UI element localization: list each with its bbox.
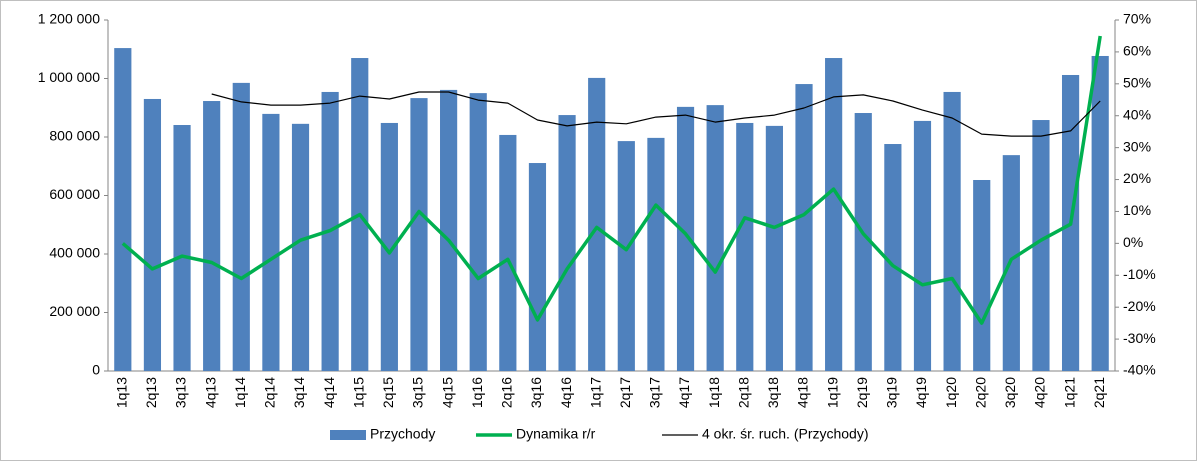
bar (943, 91, 961, 371)
y2-tick-label: 10% (1123, 202, 1151, 218)
y-tick-label: 1 000 000 (38, 69, 100, 85)
bar (676, 106, 695, 371)
x-tick-label: 3q19 (884, 377, 900, 408)
x-tick-label: 2q17 (617, 377, 633, 408)
bar (1091, 55, 1109, 371)
y-tick-label: 600 000 (49, 186, 100, 202)
x-tick-label: 1q21 (1061, 377, 1077, 408)
bar (795, 84, 813, 372)
x-tick-label: 3q13 (173, 377, 189, 408)
x-tick-label: 3q17 (647, 377, 663, 408)
bar (884, 144, 902, 371)
x-tick-label: 4q15 (439, 377, 455, 408)
bar (706, 105, 724, 372)
y2-tick-label: 40% (1123, 106, 1151, 122)
legend-label: Przychody (370, 426, 435, 442)
x-tick-label: 1q16 (469, 377, 485, 408)
x-tick-label: 1q18 (706, 377, 722, 408)
legend-swatch (330, 430, 366, 440)
bar (617, 141, 635, 371)
x-tick-label: 2q21 (1091, 377, 1107, 408)
x-tick-label: 4q17 (676, 377, 692, 408)
x-tick-label: 3q16 (528, 377, 544, 408)
bar (854, 113, 872, 371)
x-tick-label: 4q20 (1032, 377, 1048, 408)
x-tick-label: 4q13 (202, 377, 218, 408)
legend-label: 4 okr. śr. ruch. (Przychody) (702, 426, 869, 442)
x-tick-label: 1q17 (587, 377, 603, 408)
x-tick-label: 1q15 (350, 377, 366, 408)
x-tick-label: 2q14 (262, 377, 278, 408)
x-tick-label: 1q19 (824, 377, 840, 408)
bar (469, 93, 487, 371)
x-tick-label: 3q20 (1002, 377, 1018, 408)
y-tick-label: 1 200 000 (38, 11, 100, 27)
bar (173, 125, 191, 371)
y2-tick-label: 70% (1123, 11, 1151, 27)
x-tick-label: 4q18 (795, 377, 811, 408)
bar (380, 122, 398, 372)
y2-tick-label: -10% (1123, 266, 1156, 282)
y2-tick-label: 50% (1123, 75, 1151, 91)
y2-tick-label: -20% (1123, 298, 1156, 314)
x-tick-label: 3q15 (410, 377, 426, 408)
bar (973, 179, 991, 371)
bar (203, 101, 221, 372)
y2-tick-label: 0% (1123, 234, 1143, 250)
y2-tick-label: 20% (1123, 170, 1151, 186)
x-tick-label: 1q13 (114, 377, 130, 408)
x-tick-label: 2q18 (735, 377, 751, 408)
x-tick-label: 4q16 (558, 377, 574, 408)
bar (736, 122, 754, 372)
y2-tick-label: -30% (1123, 330, 1156, 346)
bar (913, 120, 932, 371)
x-tick-label: 4q19 (913, 377, 929, 408)
x-tick-label: 4q14 (321, 377, 337, 408)
x-tick-label: 1q20 (943, 377, 959, 408)
y2-tick-label: -40% (1123, 362, 1156, 378)
bar (647, 137, 665, 371)
bar (765, 125, 783, 371)
bar (262, 113, 280, 371)
y2-tick-label: 60% (1123, 43, 1151, 59)
bar (499, 134, 517, 371)
x-tick-label: 2q16 (499, 377, 515, 408)
bar (558, 115, 576, 371)
line (211, 91, 1101, 137)
bar (1032, 120, 1050, 371)
y-tick-label: 200 000 (49, 303, 100, 319)
x-tick-label: 3q18 (765, 377, 781, 408)
bar (232, 82, 250, 371)
x-tick-label: 2q20 (972, 377, 988, 408)
y-tick-label: 800 000 (49, 128, 100, 144)
bar (588, 77, 606, 371)
x-tick-label: 3q14 (291, 377, 307, 408)
y-tick-label: 0 (92, 362, 100, 378)
x-tick-label: 1q14 (232, 377, 248, 408)
legend-label: Dynamika r/r (516, 426, 596, 442)
bar (143, 98, 162, 371)
bar (291, 123, 310, 372)
x-tick-label: 2q15 (380, 377, 396, 408)
bar (440, 89, 458, 371)
y-tick-label: 400 000 (49, 245, 100, 261)
y2-tick-label: 30% (1123, 138, 1151, 154)
bar (114, 48, 132, 372)
bar (528, 163, 547, 371)
bar (410, 98, 428, 371)
line (121, 35, 1102, 325)
x-tick-label: 2q19 (854, 377, 870, 408)
x-tick-label: 2q13 (143, 377, 159, 408)
bar (825, 58, 843, 372)
